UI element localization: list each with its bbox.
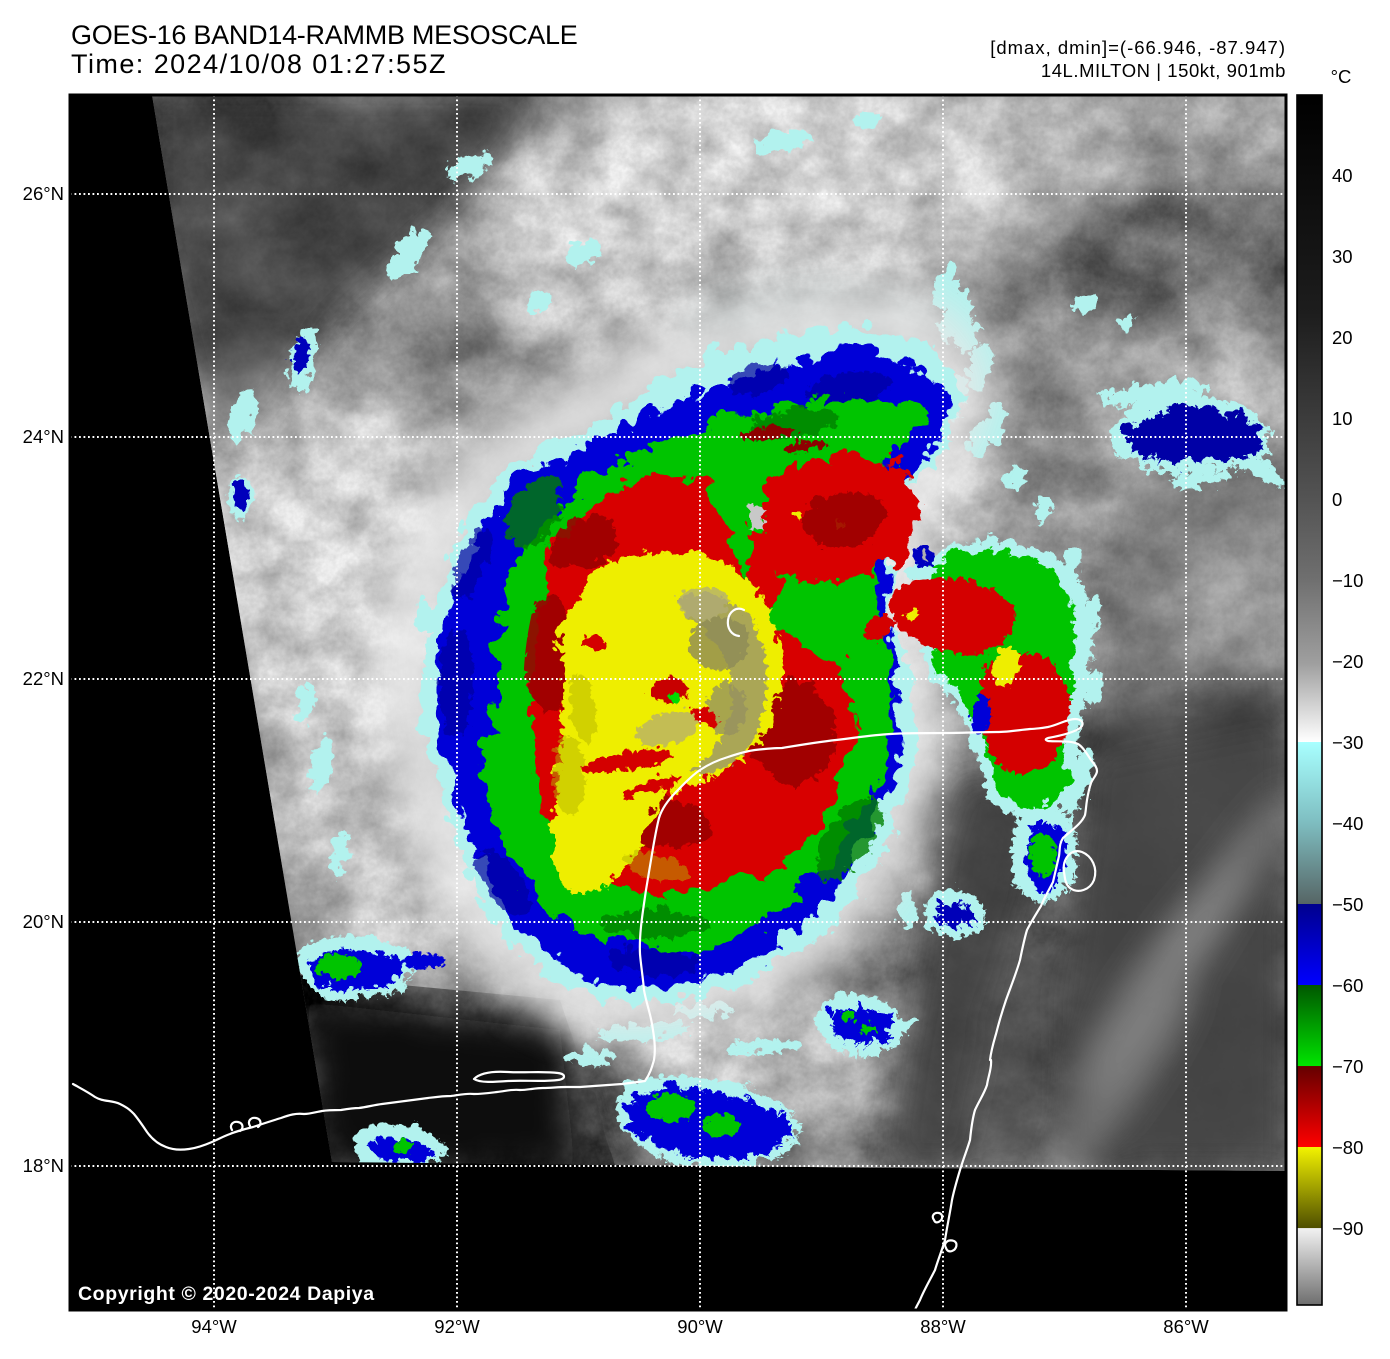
svg-text:92°W: 92°W: [434, 1316, 480, 1337]
svg-text:−80: −80: [1332, 1137, 1363, 1158]
svg-text:90°W: 90°W: [677, 1316, 723, 1337]
svg-text:−20: −20: [1332, 651, 1363, 672]
svg-text:24°N: 24°N: [23, 426, 64, 447]
svg-text:40: 40: [1332, 165, 1353, 186]
svg-text:94°W: 94°W: [191, 1316, 237, 1337]
svg-text:20: 20: [1332, 327, 1353, 348]
svg-text:−10: −10: [1332, 570, 1363, 591]
svg-text:88°W: 88°W: [920, 1316, 966, 1337]
svg-text:86°W: 86°W: [1163, 1316, 1209, 1337]
svg-text:−30: −30: [1332, 732, 1363, 753]
svg-text:10: 10: [1332, 408, 1353, 429]
svg-text:−40: −40: [1332, 813, 1363, 834]
svg-text:22°N: 22°N: [23, 668, 64, 689]
svg-text:−70: −70: [1332, 1056, 1363, 1077]
svg-text:°C: °C: [1331, 66, 1352, 87]
svg-text:18°N: 18°N: [23, 1155, 64, 1176]
svg-text:Time: 2024/10/08 01:27:55Z: Time: 2024/10/08 01:27:55Z: [71, 49, 447, 79]
svg-text:−90: −90: [1332, 1218, 1363, 1239]
svg-text:20°N: 20°N: [23, 911, 64, 932]
svg-text:−50: −50: [1332, 894, 1363, 915]
svg-text:−60: −60: [1332, 975, 1363, 996]
svg-text:14L.MILTON | 150kt, 901mb: 14L.MILTON | 150kt, 901mb: [1041, 60, 1286, 81]
svg-text:30: 30: [1332, 246, 1353, 267]
svg-text:26°N: 26°N: [23, 183, 64, 204]
svg-text:0: 0: [1332, 489, 1342, 510]
svg-text:[dmax, dmin]=(-66.946, -87.947: [dmax, dmin]=(-66.946, -87.947): [990, 37, 1286, 58]
svg-text:Copyright © 2020-2024 Dapiya: Copyright © 2020-2024 Dapiya: [78, 1283, 375, 1305]
svg-text:GOES-16 BAND14-RAMMB MESOSCALE: GOES-16 BAND14-RAMMB MESOSCALE: [71, 20, 578, 50]
